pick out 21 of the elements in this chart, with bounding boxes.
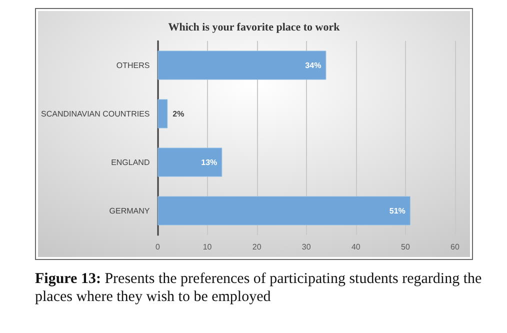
x-tick-label: 60 bbox=[450, 242, 460, 252]
x-tick-label: 30 bbox=[302, 242, 312, 252]
y-tick-label: GERMANY bbox=[109, 206, 150, 216]
bar bbox=[158, 99, 168, 128]
y-tick-label: ENGLAND bbox=[111, 158, 150, 167]
data-label: 51% bbox=[389, 206, 406, 216]
y-tick-label: OTHERS bbox=[116, 60, 150, 70]
data-label: 34% bbox=[305, 60, 322, 70]
x-tick-label: 10 bbox=[202, 242, 212, 252]
x-tick-label: 0 bbox=[156, 242, 161, 252]
caption: Figure 13: Presents the preferences of participating students regarding the places where they wish to be employed bbox=[35, 270, 483, 306]
x-tick-label: 40 bbox=[351, 242, 361, 252]
bar bbox=[158, 148, 222, 177]
data-label: 13% bbox=[201, 158, 218, 167]
x-tick-label: 50 bbox=[401, 242, 410, 252]
chart-title: Which is your favorite place to work bbox=[168, 22, 341, 34]
bar bbox=[158, 50, 326, 80]
x-tick-label: 20 bbox=[252, 242, 262, 252]
data-label: 2% bbox=[172, 109, 184, 118]
bar bbox=[158, 196, 410, 226]
y-tick-label: SCANDINAVIAN COUNTRIES bbox=[40, 109, 150, 118]
